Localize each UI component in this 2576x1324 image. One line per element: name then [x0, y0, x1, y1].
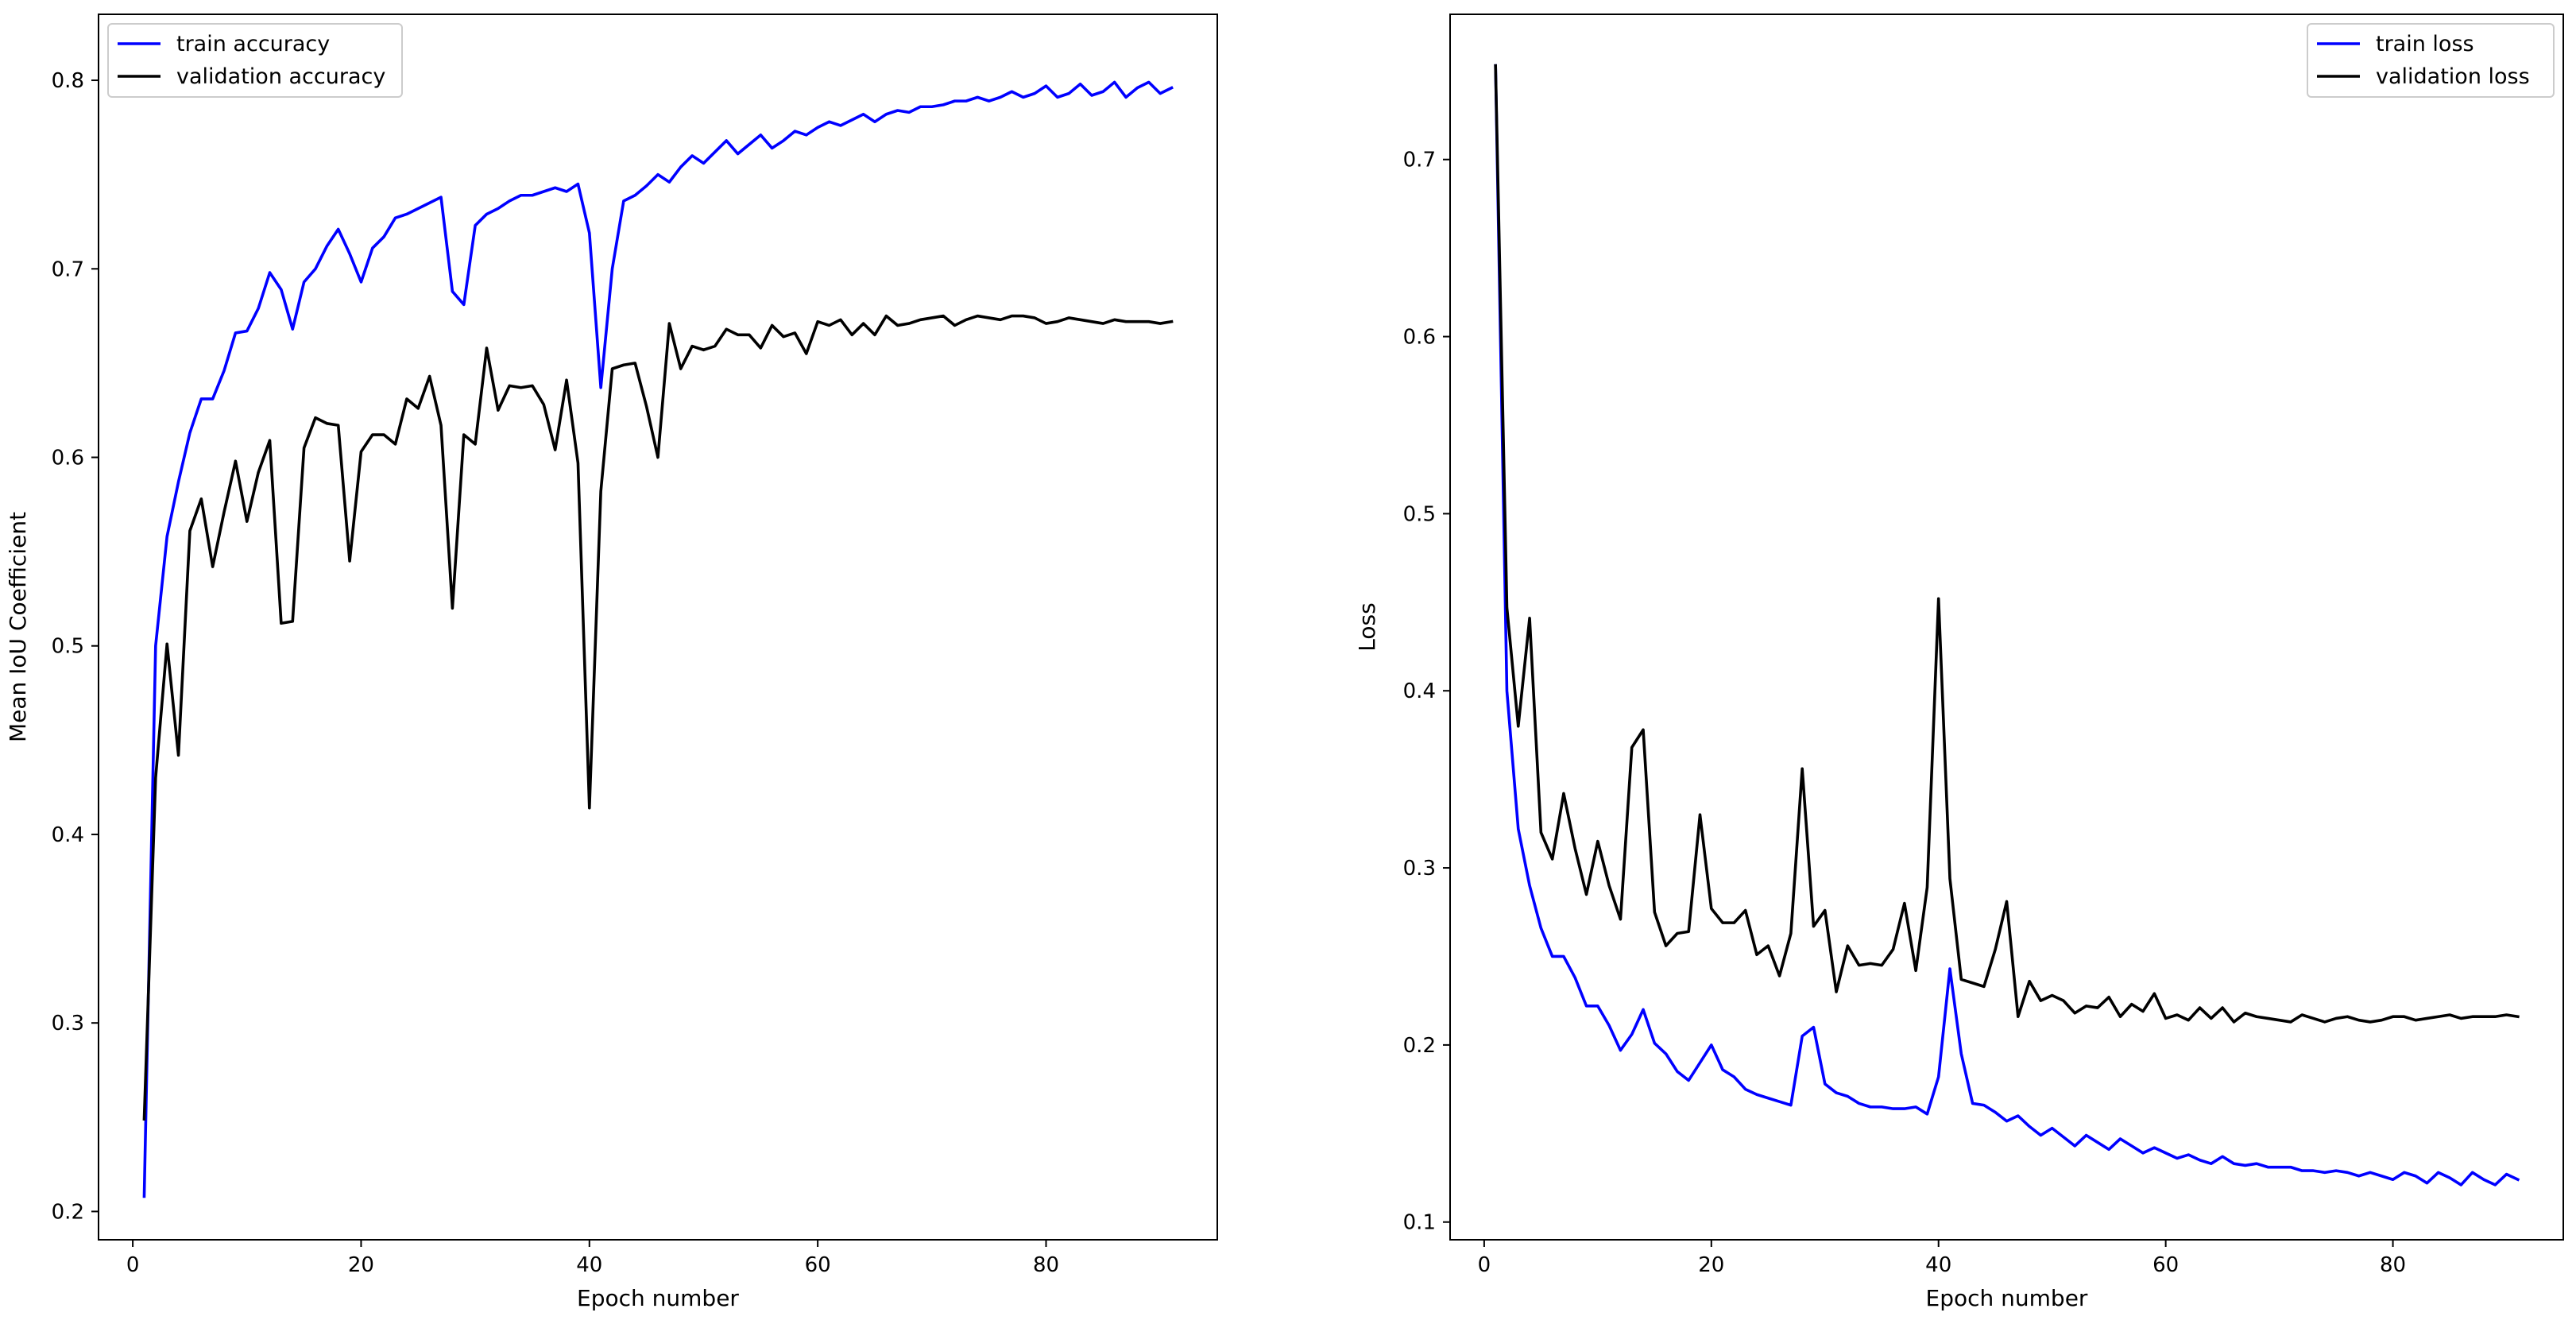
loss-y-tick-label: 0.3 — [1403, 857, 1436, 881]
accuracy-y-tick-label: 0.4 — [52, 823, 84, 847]
loss-x-tick-label: 40 — [1925, 1253, 1951, 1277]
accuracy-y-tick-label: 0.6 — [52, 446, 84, 470]
accuracy-x-tick-label: 40 — [576, 1253, 602, 1277]
loss-legend-label-train-loss: train loss — [2376, 32, 2474, 56]
loss-chart: 0 20 40 60 80 0.1 0.2 0.3 0.4 0.5 0.6 0.7 Epoch numb… — [1354, 14, 2564, 1311]
loss-x-axis-label: Epoch number — [1926, 1285, 2088, 1311]
accuracy-legend-box — [107, 23, 403, 98]
loss-y-tick-label: 0.5 — [1403, 502, 1436, 526]
accuracy-y-axis-label: Mean IoU Coefficient — [5, 512, 31, 742]
accuracy-y-tick-label: 0.3 — [52, 1012, 84, 1036]
accuracy-x-tick-label: 80 — [1033, 1253, 1059, 1277]
accuracy-y-tick-label: 0.7 — [52, 257, 84, 281]
loss-series-train-loss-line — [1494, 64, 2520, 1187]
loss-y-tick-label: 0.4 — [1403, 679, 1436, 703]
loss-legend-label-validation-loss: validation loss — [2376, 64, 2530, 89]
loss-y-tick-label: 0.1 — [1403, 1211, 1436, 1235]
accuracy-x-axis-label: Epoch number — [577, 1285, 739, 1311]
accuracy-y-tick-label: 0.8 — [52, 69, 84, 93]
loss-x-tick-label: 20 — [1698, 1253, 1724, 1277]
accuracy-series-validation-accuracy-line — [142, 314, 1174, 1121]
loss-y-tick-label: 0.6 — [1403, 326, 1436, 350]
accuracy-y-tick-label: 0.2 — [52, 1200, 84, 1224]
loss-y-tick-label: 0.2 — [1403, 1034, 1436, 1058]
accuracy-legend-label-train-accuracy: train accuracy — [176, 32, 330, 56]
accuracy-x-tick-label: 0 — [126, 1253, 140, 1277]
loss-x-tick-label: 60 — [2152, 1253, 2179, 1277]
accuracy-chart: 0 20 40 60 80 0.2 0.3 0.4 0.5 0.6 0.7 0.8 Epoch numb… — [5, 14, 1218, 1311]
accuracy-legend: train accuracy validation accuracy — [107, 23, 403, 98]
loss-plot-frame — [1449, 14, 2564, 1241]
loss-x-tick-label: 80 — [2380, 1253, 2406, 1277]
accuracy-series-train-accuracy-line — [142, 80, 1174, 1198]
accuracy-legend-label-validation-accuracy: validation accuracy — [176, 64, 385, 89]
loss-y-axis-label: Loss — [1354, 602, 1380, 651]
accuracy-y-tick-label: 0.5 — [52, 635, 84, 659]
loss-x-tick-label: 0 — [1478, 1253, 1491, 1277]
loss-legend-box — [2307, 23, 2555, 98]
accuracy-x-tick-label: 60 — [805, 1253, 831, 1277]
accuracy-plot-frame — [98, 14, 1218, 1241]
loss-series-validation-loss-line — [1494, 64, 2520, 1024]
loss-y-tick-label: 0.7 — [1403, 149, 1436, 172]
loss-legend: train loss validation loss — [2307, 23, 2555, 98]
accuracy-x-tick-label: 20 — [348, 1253, 374, 1277]
